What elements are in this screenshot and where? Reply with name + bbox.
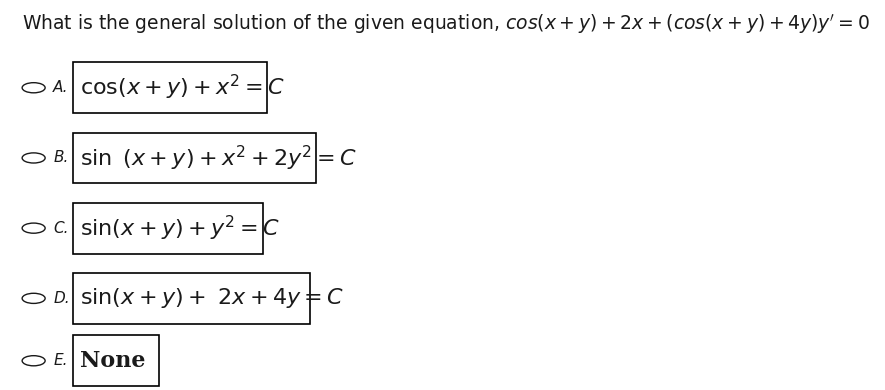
Text: $\mathit{\cos(x + y) + x^2 = C}$: $\mathit{\cos(x + y) + x^2 = C}$ xyxy=(80,73,285,102)
Text: E.: E. xyxy=(53,353,67,368)
Bar xyxy=(73,62,267,113)
Bar xyxy=(73,335,159,386)
Bar xyxy=(73,133,316,183)
Text: B.: B. xyxy=(53,151,68,165)
Text: C.: C. xyxy=(53,221,69,236)
Text: What is the general solution of the given equation, $cos(x + y) + 2x + (cos(x + : What is the general solution of the give… xyxy=(22,12,870,36)
Text: $\mathit{\sin(x + y) + y^2 = C}$: $\mathit{\sin(x + y) + y^2 = C}$ xyxy=(80,214,280,243)
Text: $\mathit{\sin\ (x + y) + x^2 + 2y^2 = C}$: $\mathit{\sin\ (x + y) + x^2 + 2y^2 = C}… xyxy=(80,144,357,172)
Text: A.: A. xyxy=(53,80,69,95)
Bar xyxy=(73,273,310,324)
Text: D.: D. xyxy=(53,291,70,306)
Bar xyxy=(73,203,263,254)
Text: $\mathit{\sin(x + y) +\ 2x + 4y = C}$: $\mathit{\sin(x + y) +\ 2x + 4y = C}$ xyxy=(80,286,343,310)
Text: None: None xyxy=(80,350,145,372)
